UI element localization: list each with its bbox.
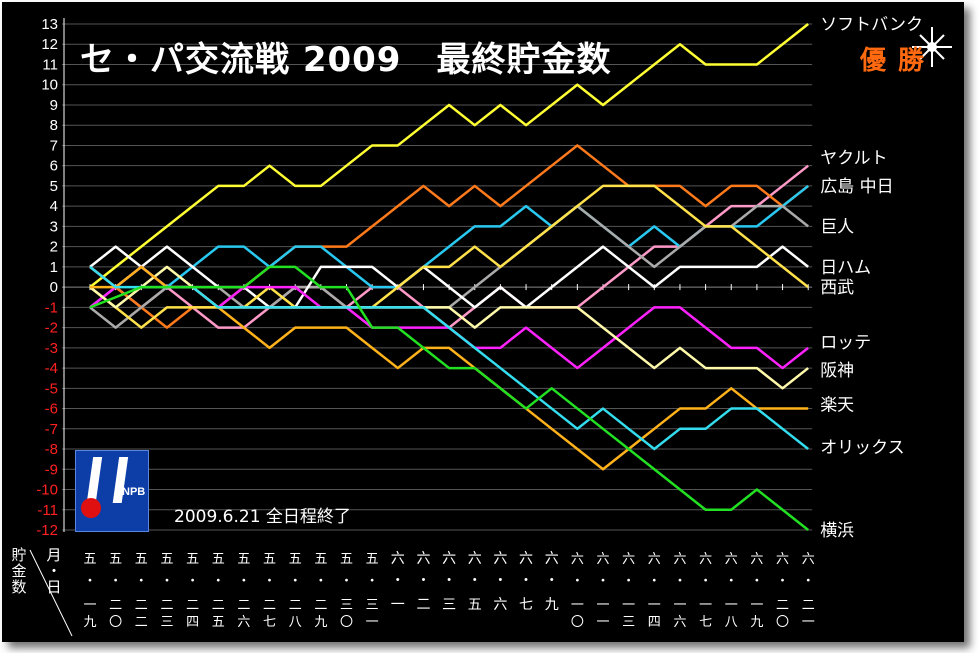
series-end-label: ソフトバンク (820, 15, 923, 35)
x-tick-label: 五・二九 (314, 552, 327, 630)
series-end-label: 西武 (820, 278, 854, 298)
series-line-日ハム (89, 245, 809, 309)
x-axis-label: 月・日 (46, 546, 62, 596)
x-tick-label: 五・三〇 (340, 552, 353, 630)
axis-divider (29, 549, 73, 637)
series-line-ソフトバンク (89, 23, 809, 289)
y-tick-label: -4 (45, 360, 58, 377)
npb-logo: NPB (75, 450, 149, 532)
y-tick-label: 2 (50, 239, 58, 256)
series-line-西武 (89, 184, 809, 329)
y-tick-label: -1 (45, 299, 58, 316)
series-end-label: ヤクルト (820, 149, 888, 169)
x-tick-label: 六・一六 (673, 552, 686, 630)
x-tick-label: 六・六 (493, 551, 507, 613)
schedule-complete-note: 2009.6.21 全日程終了 (174, 507, 351, 527)
x-tick-label: 六・一四 (648, 552, 661, 630)
league-standings-line-chart: 131211109876543210-1-2-3-4-5-6-7-8-9-10-… (29, 15, 952, 637)
x-tick-label: 五・二二 (135, 552, 148, 630)
y-tick-label: 4 (50, 198, 58, 215)
x-tick-label: 六・一八 (725, 552, 738, 630)
x-tick-label: 五・三一 (366, 552, 379, 630)
series-line-広島 (89, 144, 809, 329)
y-tick-label: 11 (42, 56, 58, 73)
y-tick-label: -9 (45, 461, 58, 478)
y-tick-label: 9 (50, 97, 58, 114)
x-tick-label: 六・二一 (802, 552, 815, 630)
x-tick-label: 五・二八 (289, 552, 302, 630)
series-end-label: 巨人 (820, 217, 854, 237)
y-tick-label: -7 (45, 421, 58, 438)
y-tick-label: -11 (37, 502, 58, 519)
chart-frame: 13 12 11 10 9 8 7 6 5 4 3 2 1 0 -1 -2 -3 -4 -5 -6 -7 -8 -9 -10-… (2, 2, 964, 642)
y-tick-label: 5 (50, 178, 58, 195)
y-tick-label: 8 (50, 117, 58, 134)
npb-logo-text: NPB (122, 486, 145, 498)
x-tick-label: 六・一九 (750, 552, 763, 630)
x-tick-label: 五・二六 (237, 552, 250, 630)
x-tick-label: 五・二四 (186, 552, 199, 630)
y-tick-label: 0 (50, 279, 58, 296)
series-end-label: オリックス (820, 438, 905, 458)
y-tick-label: -3 (45, 340, 58, 357)
y-axis-label: 貯金数 (11, 546, 27, 596)
x-tick-label: 六・二〇 (776, 552, 789, 630)
x-tick-label: 六・三 (442, 551, 456, 613)
sparkle-icon (927, 42, 937, 52)
x-tick-label: 六・一〇 (571, 552, 584, 630)
series-line-ロッテ (89, 265, 809, 370)
y-tick-label: -10 (36, 482, 58, 499)
series-line-横浜 (89, 265, 809, 531)
series-end-label: ロッテ (820, 333, 871, 353)
y-tick-label: 10 (41, 77, 58, 94)
series-end-label: 日ハム (820, 258, 871, 278)
y-tick-label: -12 (36, 522, 58, 539)
y-tick-label: -2 (45, 320, 58, 337)
npb-logo-mark: NPB (81, 457, 145, 518)
y-tick-label: 6 (50, 158, 58, 175)
winner-label: 優勝 (860, 46, 937, 76)
x-tick-label: 五・二三 (160, 552, 173, 630)
y-tick-label: 13 (41, 16, 58, 33)
x-tick-label: 六・一 (391, 551, 405, 613)
x-tick-label: 六・二 (416, 551, 430, 613)
y-tick-label: -8 (45, 441, 58, 458)
x-tick-label: 五・二〇 (109, 552, 122, 630)
x-tick-label: 六・一一 (596, 552, 609, 630)
x-tick-label: 六・五 (468, 551, 482, 613)
x-tick-label: 五・二五 (212, 552, 225, 630)
x-tick-label: 五・二七 (263, 552, 276, 630)
series-end-label: 広島 中日 (820, 177, 893, 197)
x-tick-label: 六・一三 (622, 552, 635, 630)
series-end-label: 楽天 (820, 396, 854, 416)
y-tick-label: -5 (45, 380, 58, 397)
y-tick-label: 3 (50, 218, 58, 235)
series-end-label: 横浜 (820, 521, 854, 541)
x-tick-label: 六・九 (545, 551, 559, 613)
chart-title: セ・パ交流戦 2009 最終貯金数 (80, 40, 612, 80)
x-tick-label: 六・七 (519, 551, 533, 613)
y-tick-label: -6 (45, 401, 58, 418)
x-tick-label: 五・一九 (83, 552, 96, 630)
y-tick-label: 7 (50, 137, 58, 154)
series-line-オリックス (89, 265, 809, 451)
y-tick-label: 12 (41, 36, 58, 53)
y-tick-label: 1 (50, 259, 58, 276)
series-end-label: 阪神 (820, 361, 854, 381)
x-tick-label: 六・一七 (699, 552, 712, 630)
